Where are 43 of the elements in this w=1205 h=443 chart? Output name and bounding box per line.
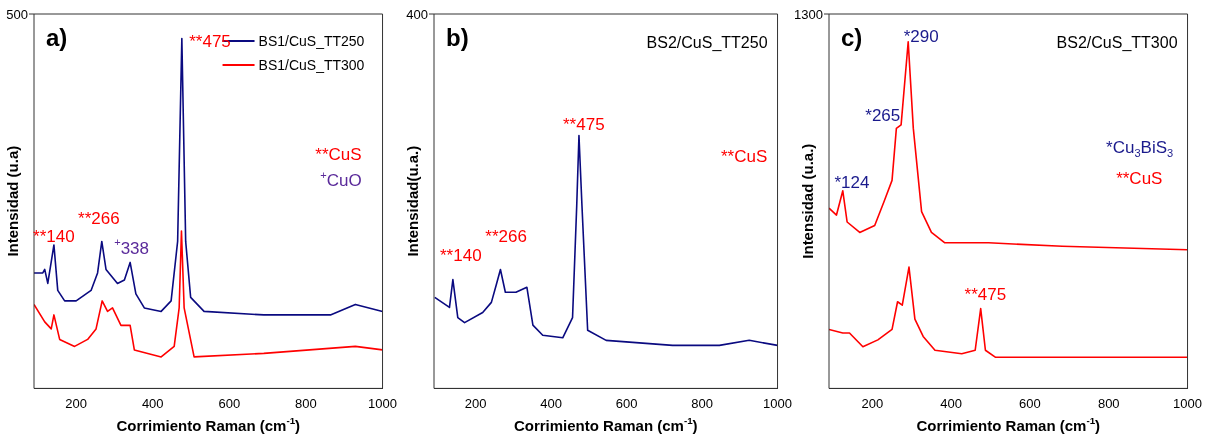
text: 500	[6, 7, 29, 22]
x-tick-label: 1000	[368, 395, 397, 411]
annotation: **475	[189, 31, 231, 51]
annotation: **266	[485, 227, 527, 247]
text: b)	[446, 24, 469, 51]
y-axis-title: Intensidad(u.a.)	[404, 145, 421, 257]
text: 1300	[794, 7, 823, 22]
x-tick-label: 800	[691, 395, 713, 411]
annotation: +CuO	[320, 168, 362, 191]
legend-label: BS1/CuS_TT300	[258, 57, 365, 73]
annotation: **CuS	[315, 145, 362, 165]
x-tick-label: 200	[65, 395, 87, 411]
text: **475	[562, 115, 605, 135]
annotation: +338	[114, 235, 150, 258]
text: 400	[406, 7, 429, 22]
x-tick-label: 600	[218, 395, 241, 411]
legend-label: BS1/CuS_TT250	[258, 33, 365, 49]
annotation: **140	[33, 227, 75, 247]
annotation: *290	[903, 27, 939, 47]
x-tick-label: 400	[940, 395, 962, 411]
chart-subtitle: BS2/CuS_TT250	[646, 34, 768, 52]
annotation: **CuS	[1116, 169, 1163, 189]
chart-subtitle: BS2/CuS_TT300	[1056, 34, 1178, 52]
x-tick-label: 1000	[763, 395, 792, 411]
x-tick-label: 400	[540, 395, 562, 411]
y-axis-title: Intensidad (u.a.)	[799, 143, 816, 259]
x-tick-label: 600	[615, 395, 638, 411]
annotation: **CuS	[720, 146, 768, 166]
x-tick-label: 400	[141, 395, 164, 411]
x-tick-label: 800	[1097, 395, 1120, 411]
y-axis-title: Intensidad (u.a)	[4, 145, 21, 257]
annotation: **475	[964, 285, 1007, 305]
x-tick-label: 200	[861, 395, 884, 411]
x-tick-label: 800	[295, 395, 317, 411]
annotation: a)	[46, 24, 68, 51]
x-tick-label: 200	[464, 395, 487, 411]
annotation: **140	[440, 246, 482, 266]
annotation: **266	[78, 208, 120, 228]
annotation: c)	[841, 24, 863, 51]
annotation: *265	[865, 105, 901, 125]
x-tick-label: 600	[1019, 395, 1041, 411]
x-tick-label: 1000	[1173, 395, 1202, 411]
annotation: *124	[834, 172, 870, 192]
